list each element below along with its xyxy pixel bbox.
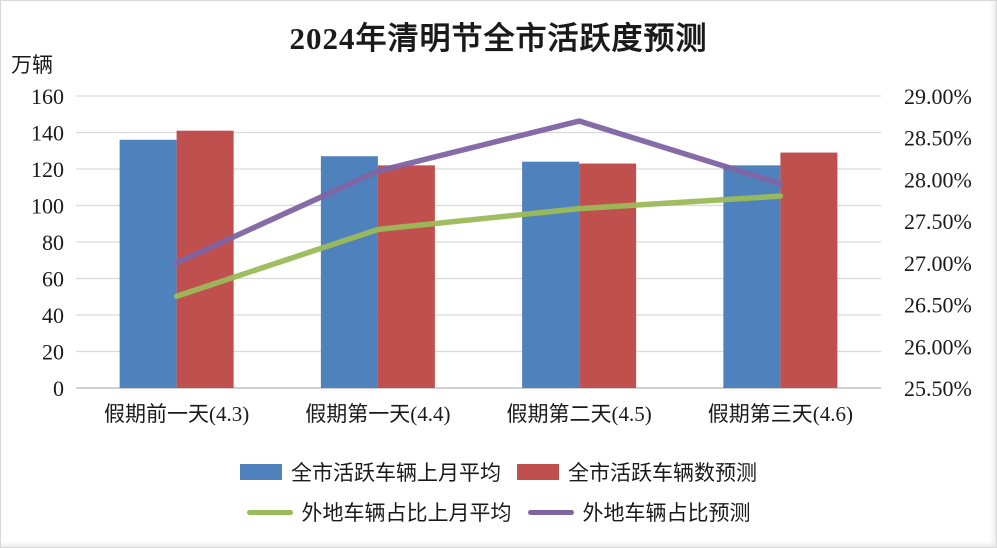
legend-swatch-ratio-last-month-avg <box>246 509 293 515</box>
legend-item-bars-forecast: 全市活跃车辆数预测 <box>517 457 757 487</box>
bar-bars-last-month-avg <box>723 165 781 388</box>
legend-item-ratio-forecast: 外地车辆占比预测 <box>527 497 751 527</box>
left-axis-tick: 140 <box>31 121 64 146</box>
x-axis-label: 假期前一天(4.3) <box>104 402 249 426</box>
legend-swatch-ratio-forecast <box>527 509 574 515</box>
legend-label-ratio-forecast: 外地车辆占比预测 <box>582 501 751 525</box>
bar-bars-forecast <box>377 165 435 388</box>
x-axis-label: 假期第二天(4.5) <box>507 402 652 426</box>
left-axis-unit-label: 万辆 <box>11 53 53 77</box>
left-axis-tick: 120 <box>31 157 64 182</box>
legend-label-bars-last-month-avg: 全市活跃车辆上月平均 <box>291 461 501 485</box>
right-axis-tick: 27.00% <box>904 251 972 276</box>
chart-title: 2024年清明节全市活跃度预测 <box>289 21 708 56</box>
legend-label-bars-forecast: 全市活跃车辆数预测 <box>568 461 757 485</box>
bar-bars-last-month-avg <box>522 161 580 388</box>
left-axis-tick: 160 <box>31 84 64 109</box>
x-axis-label: 假期第一天(4.4) <box>305 402 450 426</box>
left-axis-tick: 40 <box>42 303 64 328</box>
line-ratio-forecast <box>173 118 784 266</box>
legend-label-ratio-last-month-avg: 外地车辆占比上月平均 <box>301 501 512 525</box>
legend-item-bars-last-month-avg: 全市活跃车辆上月平均 <box>240 457 501 487</box>
left-axis-tick: 0 <box>53 376 64 401</box>
right-axis-tick: 27.50% <box>904 209 972 234</box>
left-axis-tick: 60 <box>42 267 64 292</box>
legend: 全市活跃车辆上月平均 全市活跃车辆数预测外地车辆占比上月平均 外地车辆占比预测 <box>1 454 996 530</box>
line-ratio-last-month-avg <box>173 193 784 299</box>
right-axis-tick: 29.00% <box>904 84 972 109</box>
left-axis-tick: 20 <box>42 340 64 365</box>
legend-swatch-bars-last-month-avg <box>240 464 282 480</box>
right-axis-tick: 26.00% <box>904 334 972 359</box>
right-axis-tick: 28.00% <box>904 167 972 192</box>
legend-row: 全市活跃车辆上月平均 全市活跃车辆数预测 <box>240 454 757 490</box>
right-axis-tick: 26.50% <box>904 293 972 318</box>
legend-swatch-bars-forecast <box>517 464 559 480</box>
right-axis-tick: 25.50% <box>904 376 972 401</box>
bar-bars-forecast <box>579 163 637 388</box>
right-axis-tick: 28.50% <box>904 126 972 151</box>
left-axis-tick: 80 <box>42 230 64 255</box>
left-axis-tick: 100 <box>31 194 64 219</box>
legend-row: 外地车辆占比上月平均 外地车辆占比预测 <box>246 494 751 530</box>
legend-item-ratio-last-month-avg: 外地车辆占比上月平均 <box>246 497 512 527</box>
bar-bars-last-month-avg <box>119 139 177 388</box>
x-axis-label: 假期第三天(4.6) <box>708 402 853 426</box>
bar-bars-forecast <box>780 152 838 388</box>
